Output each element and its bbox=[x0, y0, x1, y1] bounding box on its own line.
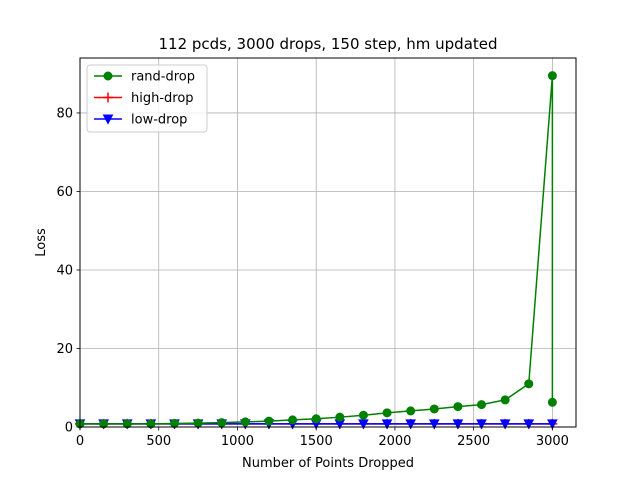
legend-label: rand-drop bbox=[131, 70, 195, 85]
rand-drop-point bbox=[122, 419, 132, 429]
legend: rand-drop high-drop low-drop bbox=[86, 64, 208, 133]
rand-drop-point bbox=[547, 397, 557, 407]
low-drop-point bbox=[499, 419, 511, 430]
y-tick-label: 0 bbox=[65, 421, 73, 436]
low-drop-point bbox=[428, 419, 440, 430]
low-drop-point bbox=[476, 419, 487, 430]
x-tick-label: 500 bbox=[146, 434, 171, 449]
rand-drop-point bbox=[547, 71, 557, 81]
x-tick-label: 0 bbox=[76, 434, 84, 449]
legend-box bbox=[86, 64, 208, 133]
x-tick-label: 1000 bbox=[221, 434, 254, 449]
legend-swatch-marker bbox=[103, 71, 113, 81]
rand-drop-point bbox=[429, 404, 439, 414]
low-drop-point bbox=[405, 419, 416, 430]
y-tick-label: 40 bbox=[56, 263, 73, 278]
rand-drop-line bbox=[80, 74, 554, 425]
low-drop-point bbox=[523, 419, 535, 430]
rand-drop-point bbox=[524, 379, 534, 389]
series-group bbox=[74, 71, 558, 430]
rand-drop-point bbox=[240, 417, 250, 427]
legend-item-high-drop: high-drop bbox=[94, 91, 194, 106]
rand-drop-point bbox=[169, 418, 179, 428]
legend-swatch-marker bbox=[102, 114, 114, 125]
rand-drop-point bbox=[382, 408, 392, 418]
low-drop-point bbox=[452, 419, 464, 430]
rand-drop-point bbox=[99, 419, 109, 429]
y-tick-label: 80 bbox=[56, 106, 73, 121]
legend-item-low-drop: low-drop bbox=[94, 113, 187, 128]
y-tick-label: 20 bbox=[56, 342, 73, 357]
legend-swatch-marker bbox=[103, 92, 113, 103]
legend-item-rand-drop: rand-drop bbox=[94, 70, 195, 85]
rand-drop-point bbox=[406, 406, 416, 416]
legend-label: low-drop bbox=[131, 113, 187, 128]
chart-title: 112 pcds, 3000 drops, 150 step, hm updat… bbox=[158, 35, 497, 53]
rand-drop-point bbox=[311, 414, 321, 424]
x-axis-label: Number of Points Dropped bbox=[242, 456, 414, 471]
rand-drop-point bbox=[146, 419, 156, 429]
rand-drop-point bbox=[500, 395, 510, 405]
rand-drop-point bbox=[217, 418, 227, 428]
y-tick-label: 60 bbox=[56, 185, 73, 200]
rand-drop-point bbox=[264, 416, 274, 426]
rand-drop-point bbox=[335, 412, 345, 422]
x-axis-ticks: 0 500 1000 1500 2000 2500 3000 bbox=[76, 427, 569, 449]
low-drop-point bbox=[547, 419, 558, 430]
x-tick-label: 2500 bbox=[457, 434, 490, 449]
legend-label: high-drop bbox=[131, 91, 194, 106]
low-drop-point bbox=[358, 419, 369, 430]
rand-drop-point bbox=[288, 415, 298, 425]
y-axis-label: Loss bbox=[34, 228, 49, 257]
x-tick-label: 1500 bbox=[300, 434, 333, 449]
rand-drop-point bbox=[453, 402, 463, 412]
series-rand-drop bbox=[75, 71, 557, 429]
y-axis-ticks: 0 20 40 60 80 bbox=[56, 106, 80, 436]
x-tick-label: 3000 bbox=[536, 434, 569, 449]
rand-drop-point bbox=[193, 418, 203, 428]
rand-drop-point bbox=[358, 410, 368, 420]
plot-frame bbox=[79, 57, 577, 428]
low-drop-point bbox=[381, 419, 393, 430]
x-tick-label: 2000 bbox=[378, 434, 411, 449]
rand-drop-point bbox=[477, 400, 487, 410]
